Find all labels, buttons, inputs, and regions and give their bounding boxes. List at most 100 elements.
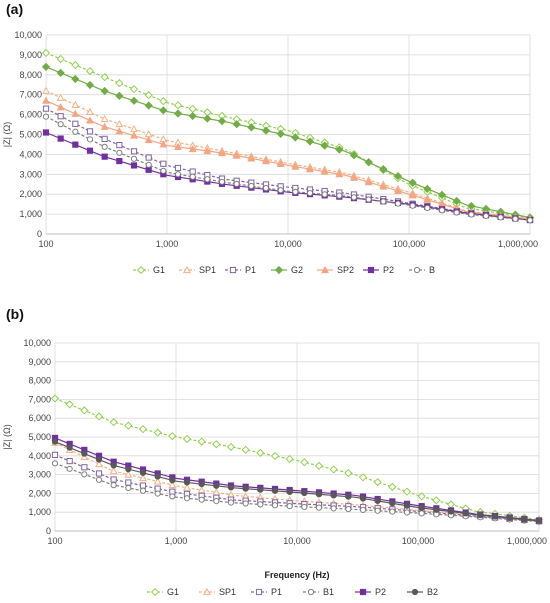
- data-point: [71, 74, 80, 84]
- legend-item-p2: P2: [355, 587, 386, 597]
- data-point: [81, 471, 88, 478]
- data-point: [389, 508, 396, 515]
- data-point: [286, 488, 293, 496]
- data-point: [433, 506, 440, 513]
- data-point: [57, 121, 64, 128]
- data-point: [257, 486, 264, 493]
- data-point: [100, 73, 109, 82]
- data-point: [50, 394, 60, 403]
- legend-marker: [203, 587, 211, 596]
- data-point: [320, 167, 329, 175]
- data-point: [41, 48, 51, 58]
- data-point: [85, 80, 95, 90]
- data-point: [227, 484, 235, 491]
- y-tick-label: 8,000: [28, 376, 51, 386]
- y-tick-label: 10,000: [14, 30, 42, 40]
- data-point: [145, 154, 152, 161]
- data-point: [139, 482, 147, 489]
- panel-label: (b): [6, 306, 24, 322]
- legend-marker: [274, 265, 284, 275]
- data-point: [247, 123, 256, 132]
- data-point: [233, 180, 240, 188]
- data-point: [159, 140, 168, 148]
- data-point: [291, 133, 300, 142]
- data-point: [173, 109, 183, 118]
- data-point: [130, 131, 138, 139]
- data-point: [129, 96, 139, 105]
- data-point: [204, 176, 211, 183]
- data-point: [42, 113, 50, 120]
- series-line: [45, 52, 531, 219]
- data-point: [86, 136, 94, 143]
- data-point: [95, 459, 103, 468]
- legend-item-b1: B1: [303, 587, 334, 597]
- data-point: [154, 485, 161, 492]
- y-axis-title: |Z| (Ω): [2, 122, 12, 147]
- data-point: [124, 421, 133, 430]
- data-point: [144, 135, 153, 144]
- data-point: [125, 484, 132, 492]
- data-point: [301, 489, 308, 497]
- data-point: [305, 137, 315, 146]
- data-point: [100, 114, 109, 123]
- legend-marker: [321, 265, 329, 274]
- data-point: [168, 480, 177, 489]
- data-point: [418, 504, 425, 512]
- data-point: [512, 215, 519, 222]
- data-point: [374, 497, 381, 505]
- data-point: [100, 86, 109, 96]
- legend-marker: [413, 266, 421, 274]
- data-point: [349, 151, 359, 160]
- series-line: [45, 131, 531, 221]
- data-point: [174, 171, 182, 178]
- legend-marker: [136, 265, 146, 275]
- data-point: [462, 510, 469, 517]
- data-point: [314, 461, 324, 470]
- data-point: [301, 503, 308, 511]
- data-point: [374, 507, 381, 514]
- data-point: [217, 116, 227, 126]
- data-point: [277, 187, 284, 194]
- data-point: [271, 487, 279, 494]
- data-point: [116, 142, 123, 149]
- data-point: [100, 122, 109, 130]
- data-point: [116, 157, 123, 165]
- data-point: [101, 153, 108, 160]
- legend-label: B1: [323, 587, 334, 597]
- data-point: [169, 493, 176, 500]
- x-tick-label: 100,000: [393, 239, 426, 249]
- data-point: [42, 105, 50, 112]
- series-line: [45, 90, 531, 220]
- legend-item-g2: G2: [271, 265, 303, 275]
- data-point: [491, 513, 499, 520]
- data-point: [51, 438, 59, 445]
- data-point: [115, 119, 124, 128]
- data-point: [242, 500, 249, 507]
- x-tick-label: 100: [38, 239, 53, 249]
- data-point: [403, 502, 411, 509]
- y-tick-label: 0: [46, 526, 51, 536]
- data-point: [71, 100, 80, 108]
- data-point: [188, 144, 197, 153]
- data-point: [394, 186, 402, 195]
- data-point: [81, 450, 88, 457]
- x-tick-label: 10,000: [274, 239, 302, 249]
- data-point: [189, 168, 196, 175]
- data-point: [145, 166, 152, 173]
- data-point: [130, 162, 138, 169]
- data-point: [468, 211, 475, 218]
- data-point: [432, 496, 441, 505]
- data-point: [81, 464, 88, 471]
- data-point: [71, 109, 80, 117]
- data-point: [139, 473, 147, 482]
- data-point: [86, 147, 94, 154]
- data-point: [183, 479, 191, 486]
- series-sp2: [42, 96, 534, 222]
- legend-marker: [150, 587, 160, 597]
- data-point: [109, 418, 118, 427]
- data-point: [213, 498, 220, 505]
- y-tick-label: 6,000: [19, 110, 42, 120]
- data-point: [174, 164, 182, 172]
- x-tick-label: 1,000: [165, 536, 188, 546]
- data-point: [72, 128, 79, 135]
